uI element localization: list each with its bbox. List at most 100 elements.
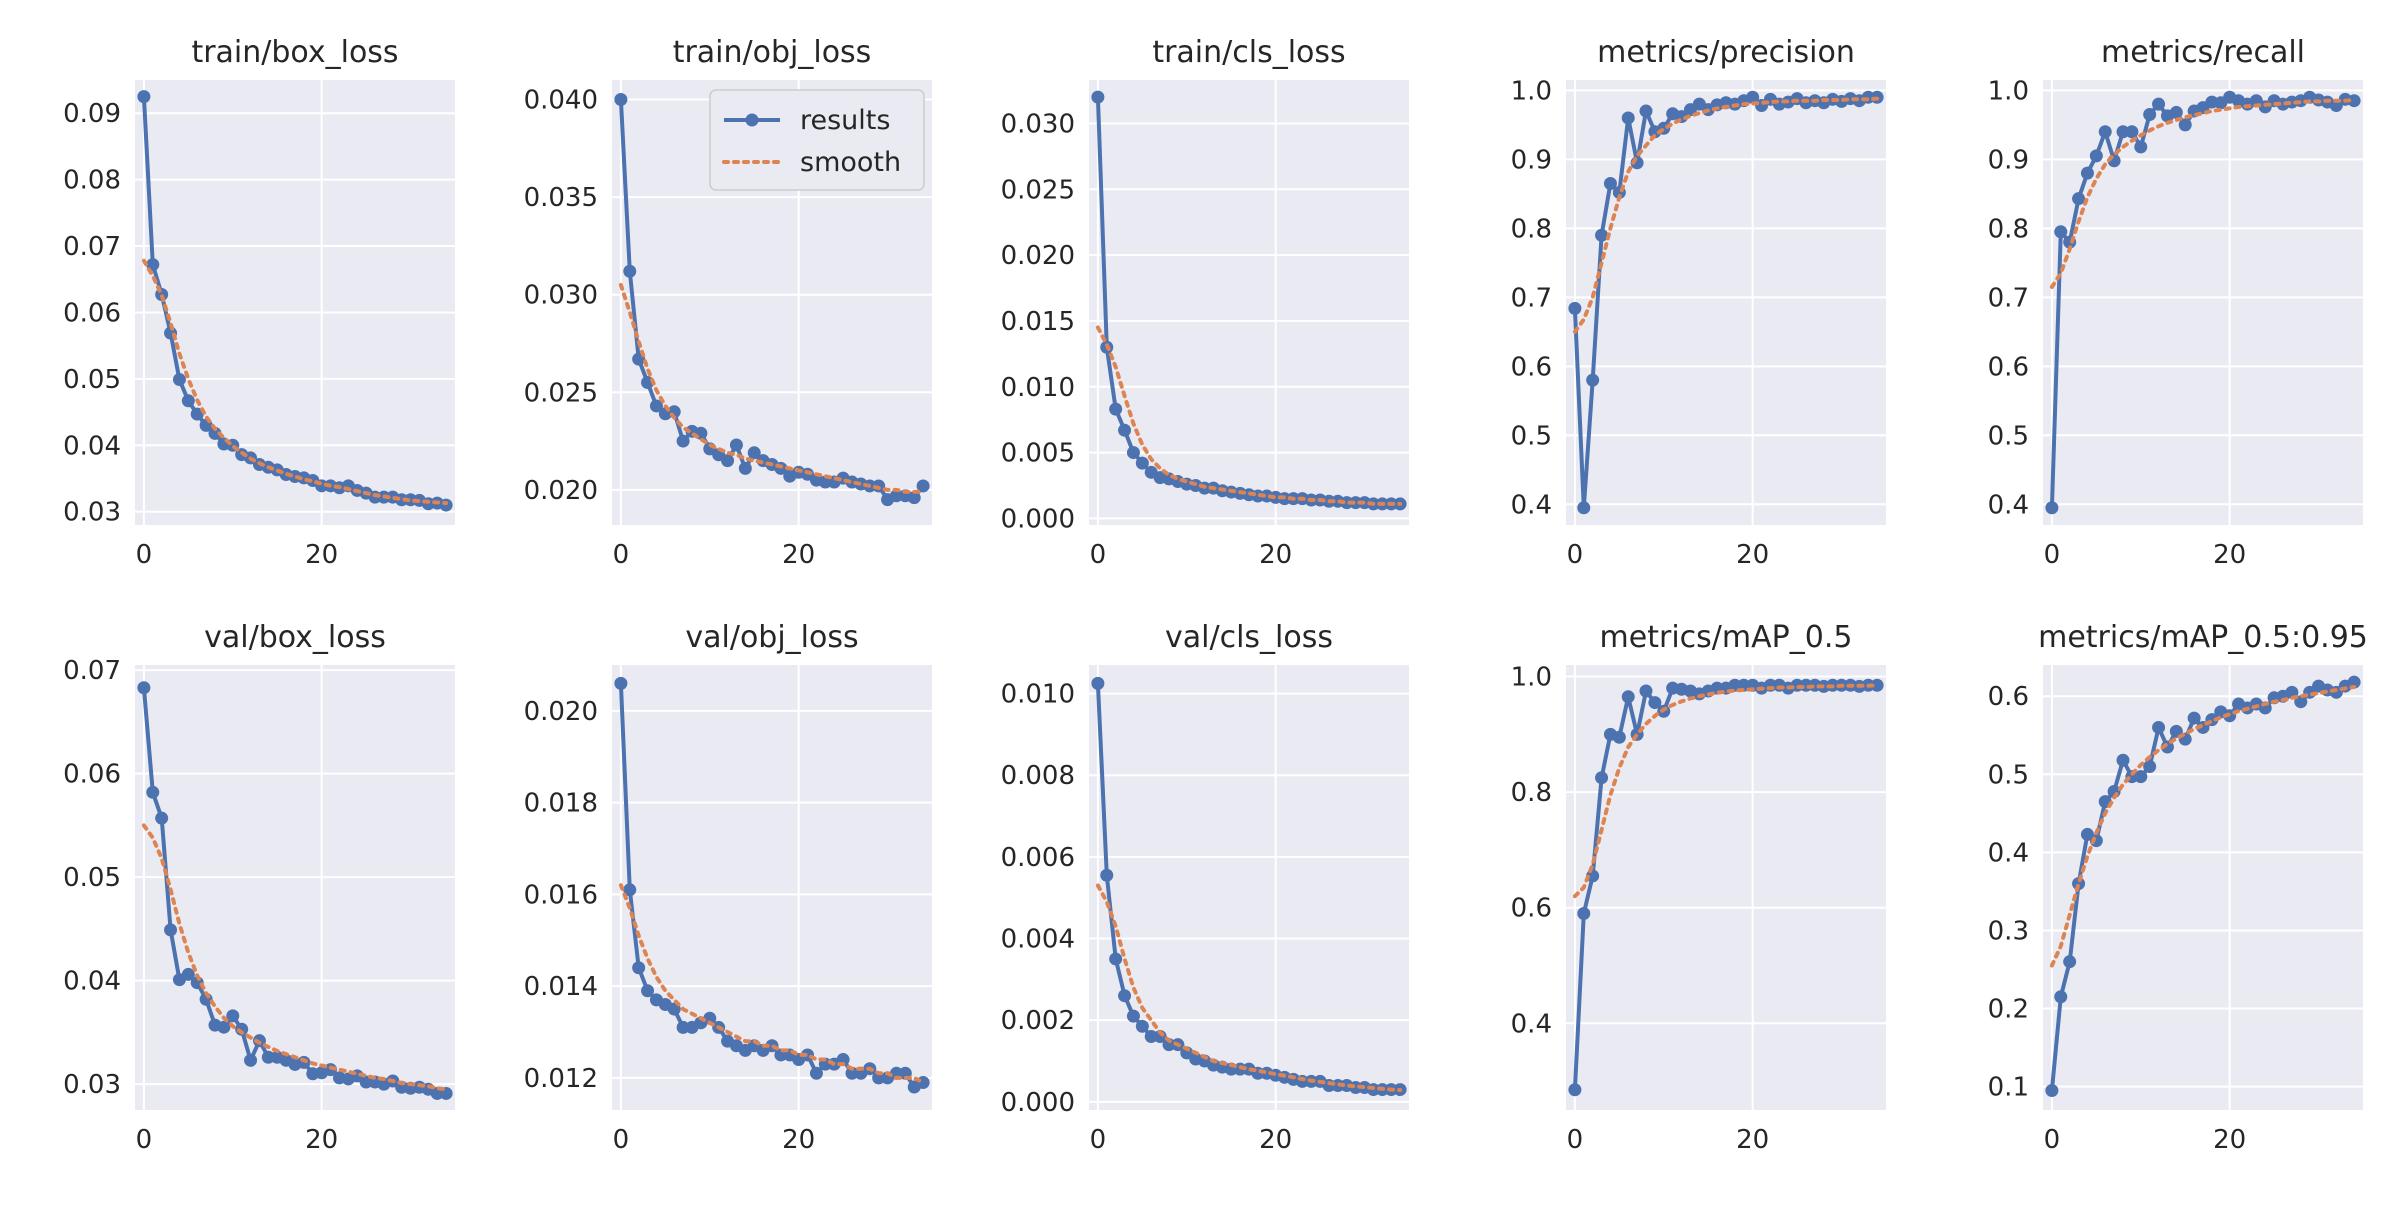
results-point xyxy=(649,399,663,413)
y-tick-label: 0.012 xyxy=(524,1064,598,1094)
y-tick-label: 0.016 xyxy=(524,880,598,910)
plot-area xyxy=(2043,665,2363,1110)
plot-lines xyxy=(1568,90,1884,515)
results-point xyxy=(2045,501,2059,515)
subplot-8: 0.000 0.002 0.004 0.006 0.008 0.010 0 20 val/cls… xyxy=(1001,620,1409,1155)
legend-results-marker xyxy=(745,113,759,127)
y-tick-label: 0.005 xyxy=(1001,439,1075,469)
results-point xyxy=(623,883,637,897)
legend-box xyxy=(709,89,925,191)
x-tick-label: 0 xyxy=(136,1125,153,1155)
results-point xyxy=(2134,140,2148,154)
smooth-line xyxy=(1095,883,1403,1092)
results-point xyxy=(1648,696,1662,710)
results-point xyxy=(907,491,921,505)
results-point xyxy=(2089,149,2103,163)
results-point xyxy=(2072,192,2086,206)
results-point xyxy=(1612,730,1626,744)
y-tick-label: 0.8 xyxy=(1988,214,2029,244)
results-point xyxy=(1144,1030,1158,1044)
subplot-3: 0.000 0.005 0.010 0.015 0.020 0.025 0.030 0 20 tr… xyxy=(1001,35,1409,570)
subplot-5: 0.4 0.5 0.6 0.7 0.8 0.9 1.0 0 20 metrics/recall xyxy=(1988,35,2363,570)
y-tick-label: 0.020 xyxy=(524,697,598,727)
results-point xyxy=(1639,684,1653,698)
subplot-6: 0.03 0.04 0.05 0.06 0.07 0 20 val/box_loss xyxy=(63,620,455,1155)
results-point xyxy=(2187,711,2201,725)
y-tick-label: 1.0 xyxy=(1511,76,1552,106)
subplot-9: 0.4 0.6 0.8 1.0 0 20 metrics/mAP_0.5 xyxy=(1511,620,1886,1155)
results-point xyxy=(2134,770,2148,784)
smooth-line xyxy=(618,282,926,494)
results-point xyxy=(2045,1083,2059,1097)
x-tick-label: 20 xyxy=(782,1125,815,1155)
y-tick-label: 0.04 xyxy=(63,431,121,461)
results-point xyxy=(721,454,735,468)
results-point xyxy=(1595,771,1609,785)
subplot-7: 0.012 0.014 0.016 0.018 0.020 0 20 val/obj_loss xyxy=(524,620,932,1155)
results-point xyxy=(1135,1019,1149,1033)
y-tick-label: 0.008 xyxy=(1001,761,1075,791)
plot-lines xyxy=(614,676,930,1094)
y-tick-label: 0.4 xyxy=(1511,490,1552,520)
y-tick-label: 0.5 xyxy=(1988,421,2029,451)
results-point xyxy=(703,1011,717,1025)
subplot-10: 0.1 0.2 0.3 0.4 0.5 0.6 0 20 metrics/mAP_0.5:0.9… xyxy=(1988,620,2368,1155)
legend: results smooth xyxy=(709,89,925,191)
results-point xyxy=(2054,225,2068,239)
results-point xyxy=(1162,1038,1176,1052)
plot-lines xyxy=(1568,678,1884,1097)
plot-lines xyxy=(2045,675,2361,1097)
plot-area xyxy=(2043,80,2363,525)
results-point xyxy=(146,785,160,799)
y-tick-label: 1.0 xyxy=(1988,76,2029,106)
x-tick-label: 0 xyxy=(1090,1125,1107,1155)
y-tick-label: 0.06 xyxy=(63,298,121,328)
plot-title: train/box_loss xyxy=(191,35,398,70)
y-tick-label: 0.6 xyxy=(1511,352,1552,382)
y-tick-label: 0.030 xyxy=(1001,109,1075,139)
results-point xyxy=(2125,125,2139,139)
y-tick-label: 0.1 xyxy=(1988,1073,2029,1103)
results-point xyxy=(1621,111,1635,125)
y-tick-label: 0.4 xyxy=(1988,838,2029,868)
results-point xyxy=(1118,423,1132,437)
y-tick-label: 0.05 xyxy=(63,365,121,395)
results-point xyxy=(217,1020,231,1034)
y-tick-label: 0.035 xyxy=(524,183,598,213)
y-tick-label: 0.015 xyxy=(1001,307,1075,337)
results-point xyxy=(676,434,690,448)
results-point xyxy=(2098,125,2112,139)
results-point xyxy=(623,264,637,278)
smooth-line xyxy=(2049,98,2357,289)
y-tick-label: 0.030 xyxy=(524,281,598,311)
results-point xyxy=(1639,104,1653,118)
plot-title: train/obj_loss xyxy=(673,35,872,70)
y-tick-label: 0.020 xyxy=(524,476,598,506)
results-point xyxy=(729,438,743,452)
y-tick-label: 0.07 xyxy=(63,656,121,686)
y-tick-label: 0.7 xyxy=(1988,283,2029,313)
y-tick-label: 0.07 xyxy=(63,232,121,262)
results-point xyxy=(676,1020,690,1034)
y-tick-label: 1.0 xyxy=(1511,663,1552,693)
y-tick-label: 0.09 xyxy=(63,99,121,129)
results-point xyxy=(1595,228,1609,242)
subplot-4: 0.4 0.5 0.6 0.7 0.8 0.9 1.0 0 20 metrics/precisio… xyxy=(1511,35,1886,570)
legend-smooth-label: smooth xyxy=(800,147,901,178)
y-tick-label: 0.7 xyxy=(1511,283,1552,313)
x-tick-label: 0 xyxy=(2044,540,2061,570)
legend-results-label: results xyxy=(800,105,890,136)
plot-title: metrics/mAP_0.5:0.95 xyxy=(2038,620,2368,655)
y-tick-label: 0.03 xyxy=(63,498,121,528)
y-tick-label: 0.025 xyxy=(1001,175,1075,205)
results-point xyxy=(359,1075,373,1089)
results-point xyxy=(181,394,195,408)
plot-lines xyxy=(1091,90,1407,511)
y-tick-label: 0.08 xyxy=(63,166,121,196)
results-point xyxy=(1621,690,1635,704)
plot-area xyxy=(1566,80,1886,525)
y-tick-label: 0.020 xyxy=(1001,241,1075,271)
results-point xyxy=(395,493,409,507)
results-point xyxy=(181,967,195,981)
